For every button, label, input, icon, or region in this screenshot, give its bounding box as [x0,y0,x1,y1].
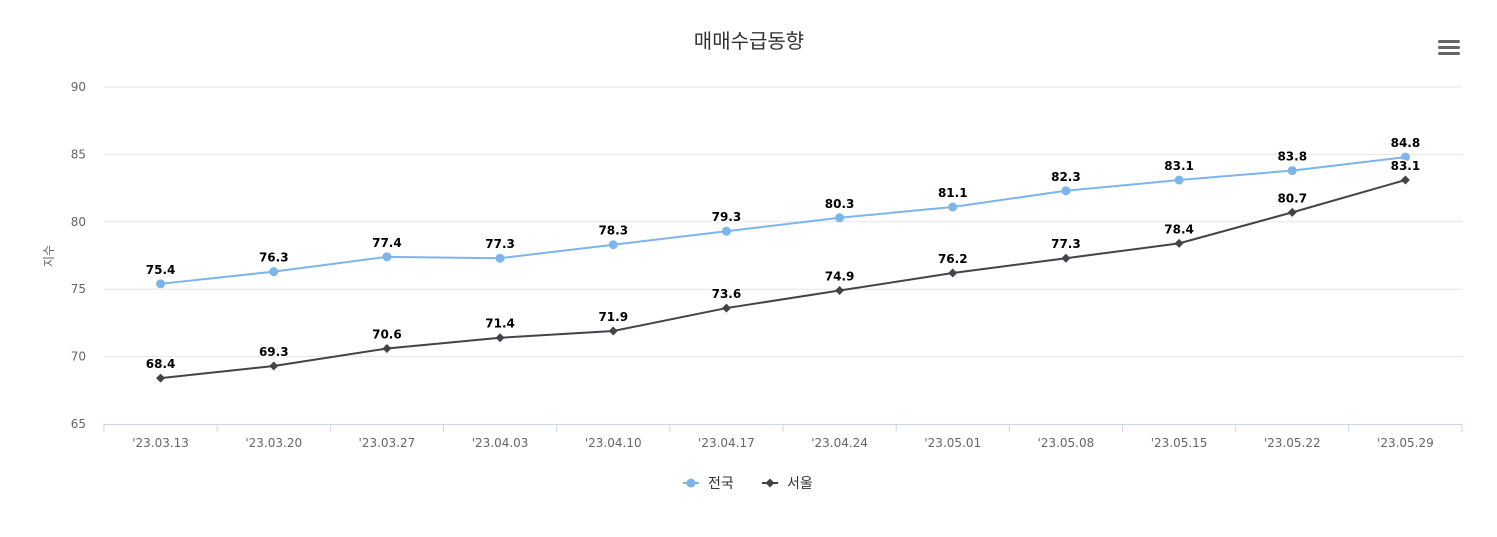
data-label: 83.8 [1277,150,1307,164]
data-point [608,240,618,250]
data-point [1061,186,1071,196]
data-point [721,226,731,236]
data-label: 80.7 [1277,191,1307,205]
data-label: 83.1 [1391,159,1421,173]
y-axis-ticks: 65 70 75 80 85 90 [71,80,86,431]
legend-item-seoul: 서울 [762,476,813,492]
series-line [160,156,1406,285]
x-tick-label: '23.05.22 [1264,436,1321,450]
x-tick-label: '23.04.17 [698,436,755,450]
data-label: 76.3 [259,251,289,265]
chart-title: 매매수급동향 [694,29,804,53]
data-label: 82.3 [1051,170,1081,184]
data-label: 70.6 [372,328,402,342]
data-point [1400,175,1410,185]
series-nationwide: 75.4 76.3 77.4 77.3 78.3 79.3 80.3 81.1 82.3 83.1… [144,135,1422,289]
data-label: 81.1 [938,186,968,200]
data-point [1174,175,1184,185]
data-label: 73.6 [712,287,742,301]
data-label: 68.4 [146,357,176,371]
x-tick-label: '23.05.15 [1151,436,1208,450]
data-label: 77.3 [1051,237,1081,251]
data-point [269,361,279,371]
y-tick-label: 75 [71,282,86,296]
chart-menu-button[interactable] [1434,36,1464,60]
y-axis-label: 지수 [42,245,56,267]
data-label: 76.2 [938,252,968,266]
series-layer: 75.4 76.3 77.4 77.3 78.3 79.3 80.3 81.1 82.3 83.1… [144,135,1422,383]
data-label: 77.4 [372,236,402,250]
x-tick-label: '23.03.20 [245,436,302,450]
data-point [1400,152,1410,162]
y-tick-label: 90 [71,80,86,94]
data-label: 69.3 [259,345,289,359]
x-tick-label: '23.04.10 [585,436,642,450]
series-line [160,179,1406,380]
data-label: 78.4 [1164,222,1194,236]
legend-label: 전국 [708,476,734,492]
data-point [608,326,618,336]
legend-marker [765,478,775,488]
data-label: 71.9 [598,310,628,324]
data-point [1287,207,1297,217]
data-label: 83.1 [1164,159,1194,173]
data-point [835,213,845,223]
y-tick-label: 80 [71,215,86,229]
data-label: 71.4 [485,317,515,331]
data-point [156,373,166,383]
y-tick-label: 70 [71,350,86,364]
x-axis: '23.03.13 '23.03.20 '23.03.27 '23.04.03 '23.… [103,424,1463,450]
legend: 전국 서울 [683,476,813,492]
x-tick-label: '23.04.03 [472,436,529,450]
series-seoul: 68.4 69.3 70.6 71.4 71.9 73.6 74.9 76.2 77.3 78.4… [144,158,1422,383]
grid [104,86,1462,358]
x-tick-label: '23.05.08 [1038,436,1095,450]
data-label: 74.9 [825,270,855,284]
x-tick-label: '23.03.27 [359,436,416,450]
legend-item-nationwide: 전국 [683,476,734,492]
data-point [269,267,279,277]
data-label: 79.3 [712,210,742,224]
data-label: 84.8 [1391,136,1421,150]
y-tick-label: 65 [71,417,86,431]
data-point [948,268,958,278]
data-point [1174,238,1184,248]
data-point [382,252,392,262]
data-point [948,202,958,212]
data-label: 75.4 [146,263,176,277]
data-point [495,253,505,263]
data-point [495,333,505,343]
data-label: 80.3 [825,197,855,211]
data-point [382,344,392,354]
x-tick-label: '23.04.24 [811,436,868,450]
data-point [835,286,845,296]
data-label: 78.3 [598,224,628,238]
x-tick-label: '23.05.29 [1377,436,1434,450]
hamburger-menu-icon [1438,40,1460,55]
data-point [1287,166,1297,176]
legend-label: 서울 [787,476,813,492]
data-point [721,303,731,313]
data-point [1061,253,1071,263]
data-label: 77.3 [485,237,515,251]
data-point [156,279,166,289]
x-tick-label: '23.03.13 [132,436,189,450]
y-tick-label: 85 [71,147,86,161]
x-tick-label: '23.05.01 [924,436,981,450]
legend-marker [686,478,696,488]
